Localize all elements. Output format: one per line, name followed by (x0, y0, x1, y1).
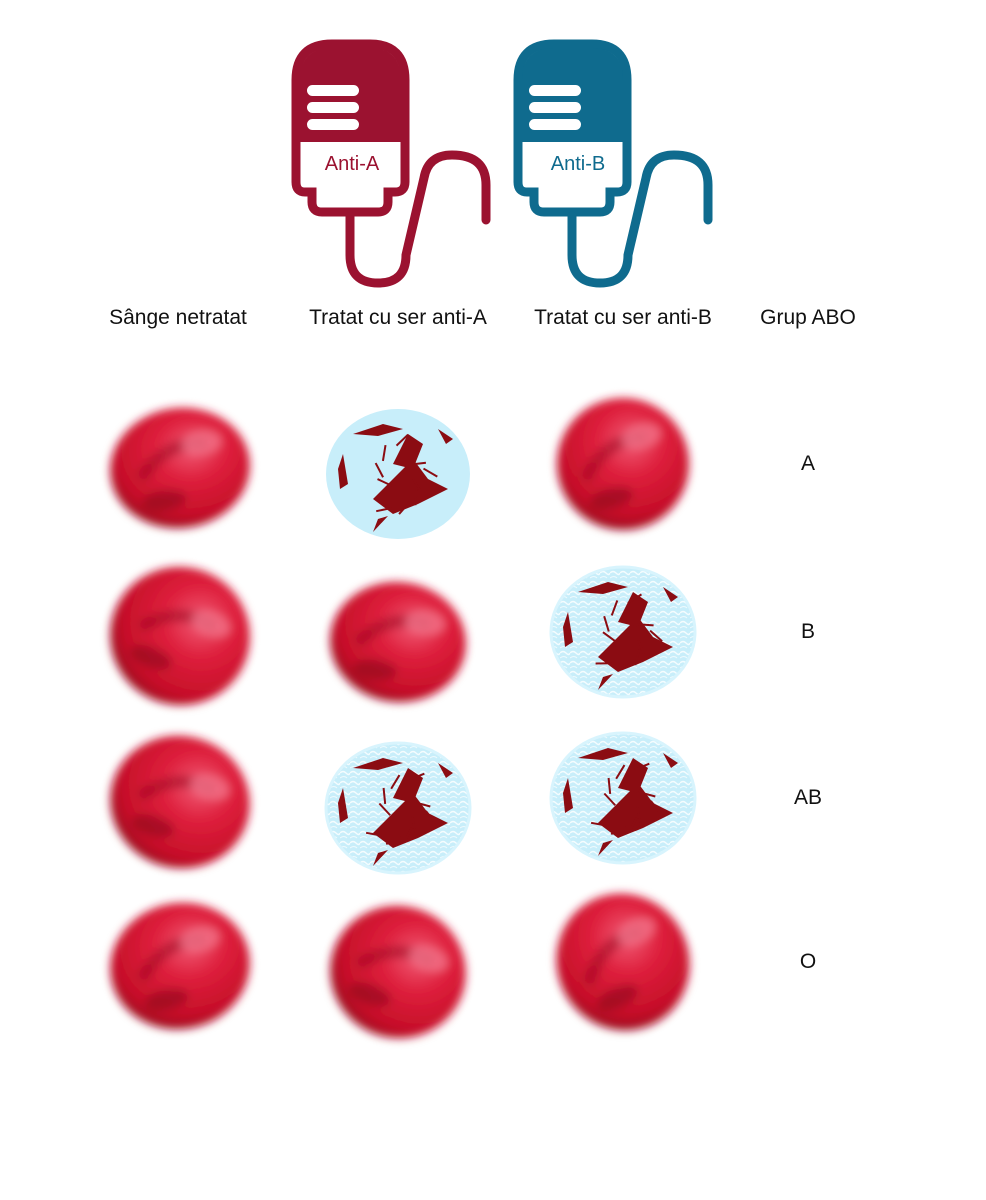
abo-group-label: B (800, 620, 816, 643)
normal-red-blood-cell (557, 398, 689, 530)
anti-a-bag-icon: Anti-A (291, 39, 491, 288)
normal-red-blood-cell (110, 566, 250, 706)
anti-b-bag-label: Anti-B (551, 153, 605, 175)
abo-group-label: A (800, 452, 816, 475)
normal-red-blood-cell (110, 407, 250, 529)
normal-red-blood-cell (556, 893, 690, 1031)
abo-group-label: AB (793, 786, 823, 809)
header-abo-group: Grup ABO (760, 306, 856, 329)
header-anti-b: Tratat cu ser anti-B (534, 306, 712, 329)
normal-red-blood-cell (110, 735, 250, 869)
normal-red-blood-cell (330, 905, 466, 1039)
header-anti-a: Tratat cu ser anti-A (309, 306, 487, 329)
serum-bags: Anti-A Anti-B (291, 39, 713, 288)
agglutinated-cell (324, 741, 472, 875)
agglutinated-cell (549, 565, 697, 699)
anti-a-bag-label: Anti-A (325, 153, 380, 175)
agglutinated-cell (326, 409, 470, 539)
header-untreated: Sânge netratat (109, 306, 247, 329)
normal-red-blood-cell (330, 581, 466, 703)
anti-b-bag-icon: Anti-B (513, 39, 713, 288)
normal-red-blood-cell (110, 902, 250, 1030)
agglutinated-cell (549, 731, 697, 865)
abo-group-label: O (799, 950, 817, 973)
